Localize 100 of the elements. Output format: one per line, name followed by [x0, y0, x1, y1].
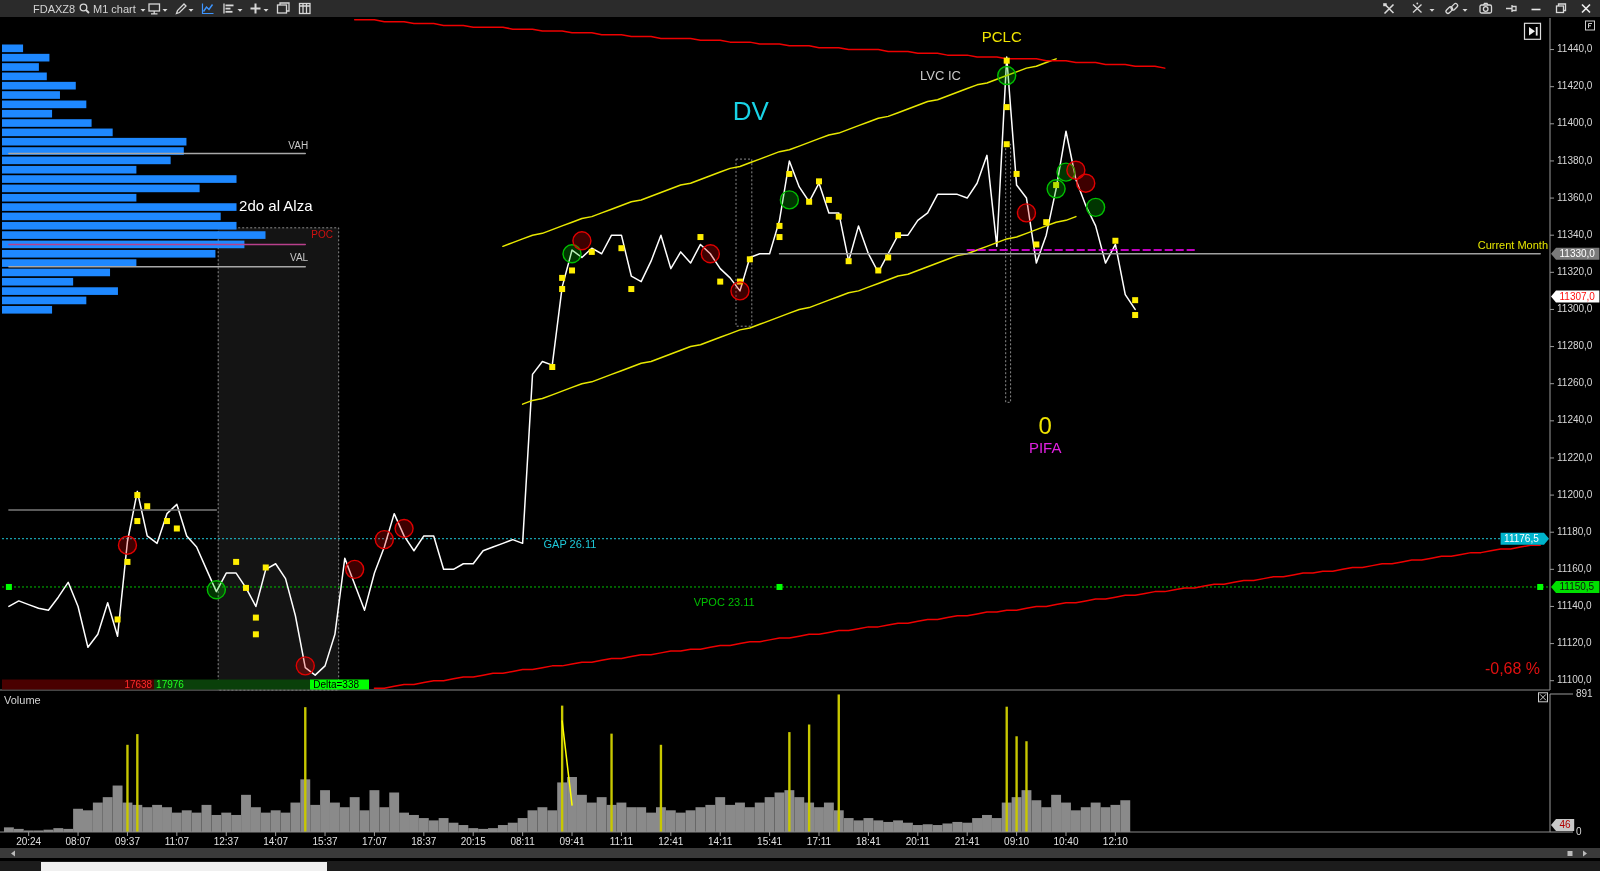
- point: [885, 254, 892, 261]
- point: [572, 231, 592, 251]
- x-tick-label: 14:07: [263, 835, 289, 847]
- y-tick-label: 11340,0: [1557, 228, 1593, 240]
- point: [700, 244, 721, 264]
- point: [134, 492, 141, 499]
- y-tick-label: 11160,0: [1557, 562, 1593, 574]
- x-tick-label: 09:10: [1004, 835, 1030, 847]
- annotation: PIFA: [1028, 438, 1062, 456]
- bar: [2, 100, 87, 109]
- point: [134, 518, 141, 525]
- x-tick-label: 12:37: [213, 835, 240, 847]
- bar: [2, 296, 87, 305]
- annotation: VAL: [290, 251, 309, 263]
- y-tick-label: 11320,0: [1557, 265, 1593, 277]
- x-tick-label: 11:07: [164, 835, 190, 847]
- point: [835, 213, 842, 220]
- y-tick-label: 11380,0: [1557, 154, 1593, 166]
- point: [394, 518, 414, 539]
- y-tick-label: 11220,0: [1557, 451, 1593, 463]
- text: 11150,5: [1559, 580, 1595, 592]
- ref-line-label: VPOC 23.11: [693, 595, 755, 608]
- annotation: DV: [732, 95, 770, 126]
- annotation: 2do al Alza: [239, 197, 314, 215]
- point: [562, 244, 582, 264]
- annotation: 11176,5: [1504, 532, 1540, 544]
- chart-subtitle: M1 chart: [93, 2, 136, 15]
- y-tick-label: 11300,0: [1557, 303, 1593, 315]
- point: [559, 274, 566, 281]
- x-tick-label: 08:11: [510, 835, 536, 847]
- bar: [2, 212, 221, 221]
- point: [252, 631, 259, 638]
- point: [173, 525, 180, 532]
- annotation: 17638: [124, 678, 153, 690]
- point: [1043, 219, 1050, 226]
- point: [569, 267, 576, 274]
- line-series: [8, 56, 1136, 676]
- y-tick-label: 11440,0: [1557, 43, 1593, 55]
- point: [1537, 583, 1544, 590]
- point: [786, 170, 793, 177]
- point: [1003, 57, 1010, 64]
- point: [1085, 197, 1106, 218]
- y-tick-label: 11400,0: [1557, 117, 1593, 129]
- y-tick-label: 11140,0: [1557, 600, 1593, 612]
- bar: [2, 156, 171, 165]
- point: [344, 559, 365, 580]
- point: [746, 256, 753, 263]
- x-tick-label: 17:07: [361, 835, 388, 847]
- line-series: [353, 19, 1166, 69]
- point: [262, 564, 269, 571]
- point: [117, 535, 138, 555]
- point: [5, 583, 12, 590]
- x-tick-label: 20:24: [16, 835, 42, 847]
- point: [252, 614, 259, 621]
- bar: [1015, 736, 1018, 832]
- point: [588, 248, 595, 255]
- point: [730, 281, 750, 301]
- x-tick-label: 20:15: [460, 835, 487, 847]
- y-tick-label: 11240,0: [1557, 414, 1593, 426]
- point: [1076, 173, 1096, 193]
- x-tick-label: 09:37: [114, 835, 141, 847]
- point: [1132, 312, 1139, 319]
- point: [144, 503, 151, 510]
- point: [1132, 297, 1139, 304]
- x-tick-label: 20:11: [905, 835, 931, 847]
- point: [1003, 141, 1010, 148]
- annotation: PCLC: [981, 28, 1022, 46]
- y-tick-label: 11100,0: [1557, 674, 1593, 686]
- point: [895, 232, 902, 239]
- point: [233, 558, 240, 565]
- annotation: Current Month: [1477, 239, 1548, 252]
- point: [875, 267, 882, 274]
- chart-title: Volume: [4, 693, 41, 706]
- bar: [2, 72, 47, 81]
- annotation: POC: [311, 228, 333, 240]
- bar: [2, 128, 113, 137]
- annotation: VAH: [288, 139, 309, 151]
- x-tick-label: 14:11: [708, 835, 733, 847]
- point: [549, 363, 556, 370]
- point: [1033, 241, 1040, 248]
- annotation: Delta=338: [313, 678, 360, 690]
- bar: [788, 732, 791, 832]
- x-tick-label: 17:11: [806, 835, 832, 847]
- point: [776, 222, 783, 229]
- point: [163, 518, 170, 525]
- point: [717, 278, 724, 285]
- y-tick-label: 11420,0: [1557, 80, 1593, 92]
- text: 11307,0: [1559, 290, 1596, 302]
- x-tick-label: 21:41: [954, 835, 981, 847]
- line-series: [502, 58, 1057, 248]
- point: [736, 278, 743, 285]
- point: [206, 580, 227, 600]
- ref-line-label: GAP 26.11: [543, 538, 597, 551]
- point: [124, 558, 131, 565]
- bar: [126, 744, 129, 832]
- y-tick-label: 0: [1576, 825, 1582, 837]
- point: [697, 234, 704, 241]
- point: [845, 258, 852, 265]
- line-series: [521, 215, 1077, 405]
- x-tick-label: 18:37: [411, 835, 437, 847]
